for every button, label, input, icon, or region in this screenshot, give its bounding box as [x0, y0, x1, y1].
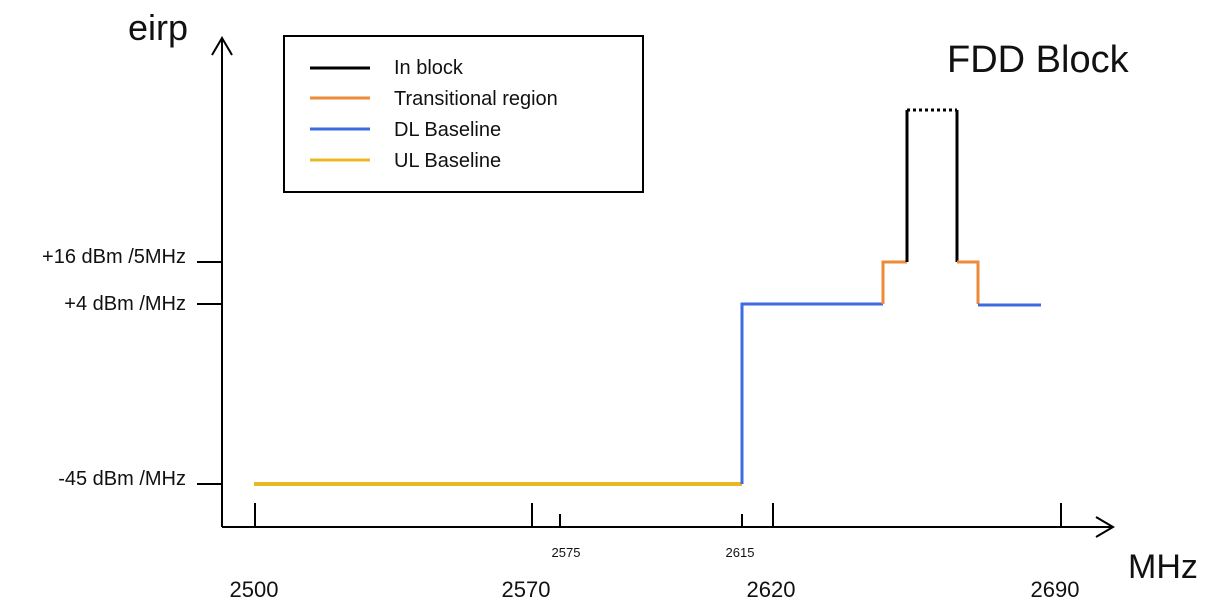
y-axis-arrow-icon — [211, 36, 233, 56]
mask-lines — [254, 108, 1041, 486]
y-axis-label: eirp — [128, 7, 188, 48]
x-ticks: 2500 2570 2620 2690 2575 2615 — [230, 503, 1080, 602]
transitional-region-right — [957, 260, 980, 304]
x-tick-label: 2570 — [502, 577, 551, 602]
x-tick-label-minor: 2575 — [552, 545, 581, 560]
y-tick-label: +16 dBm /5MHz — [42, 246, 186, 268]
legend-label: DL Baseline — [394, 119, 501, 141]
y-tick-label: +4 dBm /MHz — [64, 293, 186, 315]
y-ticks: +16 dBm /5MHz +4 dBm /MHz -45 dBm /MHz — [42, 246, 222, 490]
transitional-region-left — [881, 260, 907, 304]
x-tick-label: 2620 — [747, 577, 796, 602]
dl-baseline-line — [740, 302, 883, 484]
legend-label: Transitional region — [394, 88, 558, 110]
x-axis-arrow-icon — [1095, 516, 1115, 538]
x-tick-label: 2690 — [1031, 577, 1080, 602]
legend-label: In block — [394, 57, 464, 79]
chart-title: FDD Block — [947, 39, 1130, 81]
axes — [211, 36, 1115, 538]
y-tick-label: -45 dBm /MHz — [58, 468, 186, 490]
legend-box — [283, 35, 644, 193]
x-tick-label: 2500 — [230, 577, 279, 602]
x-tick-label-minor: 2615 — [726, 545, 755, 560]
legend: In block Transitional region DL Baseline… — [283, 35, 644, 193]
x-axis-label: MHz — [1128, 548, 1198, 586]
legend-label: UL Baseline — [394, 150, 501, 172]
